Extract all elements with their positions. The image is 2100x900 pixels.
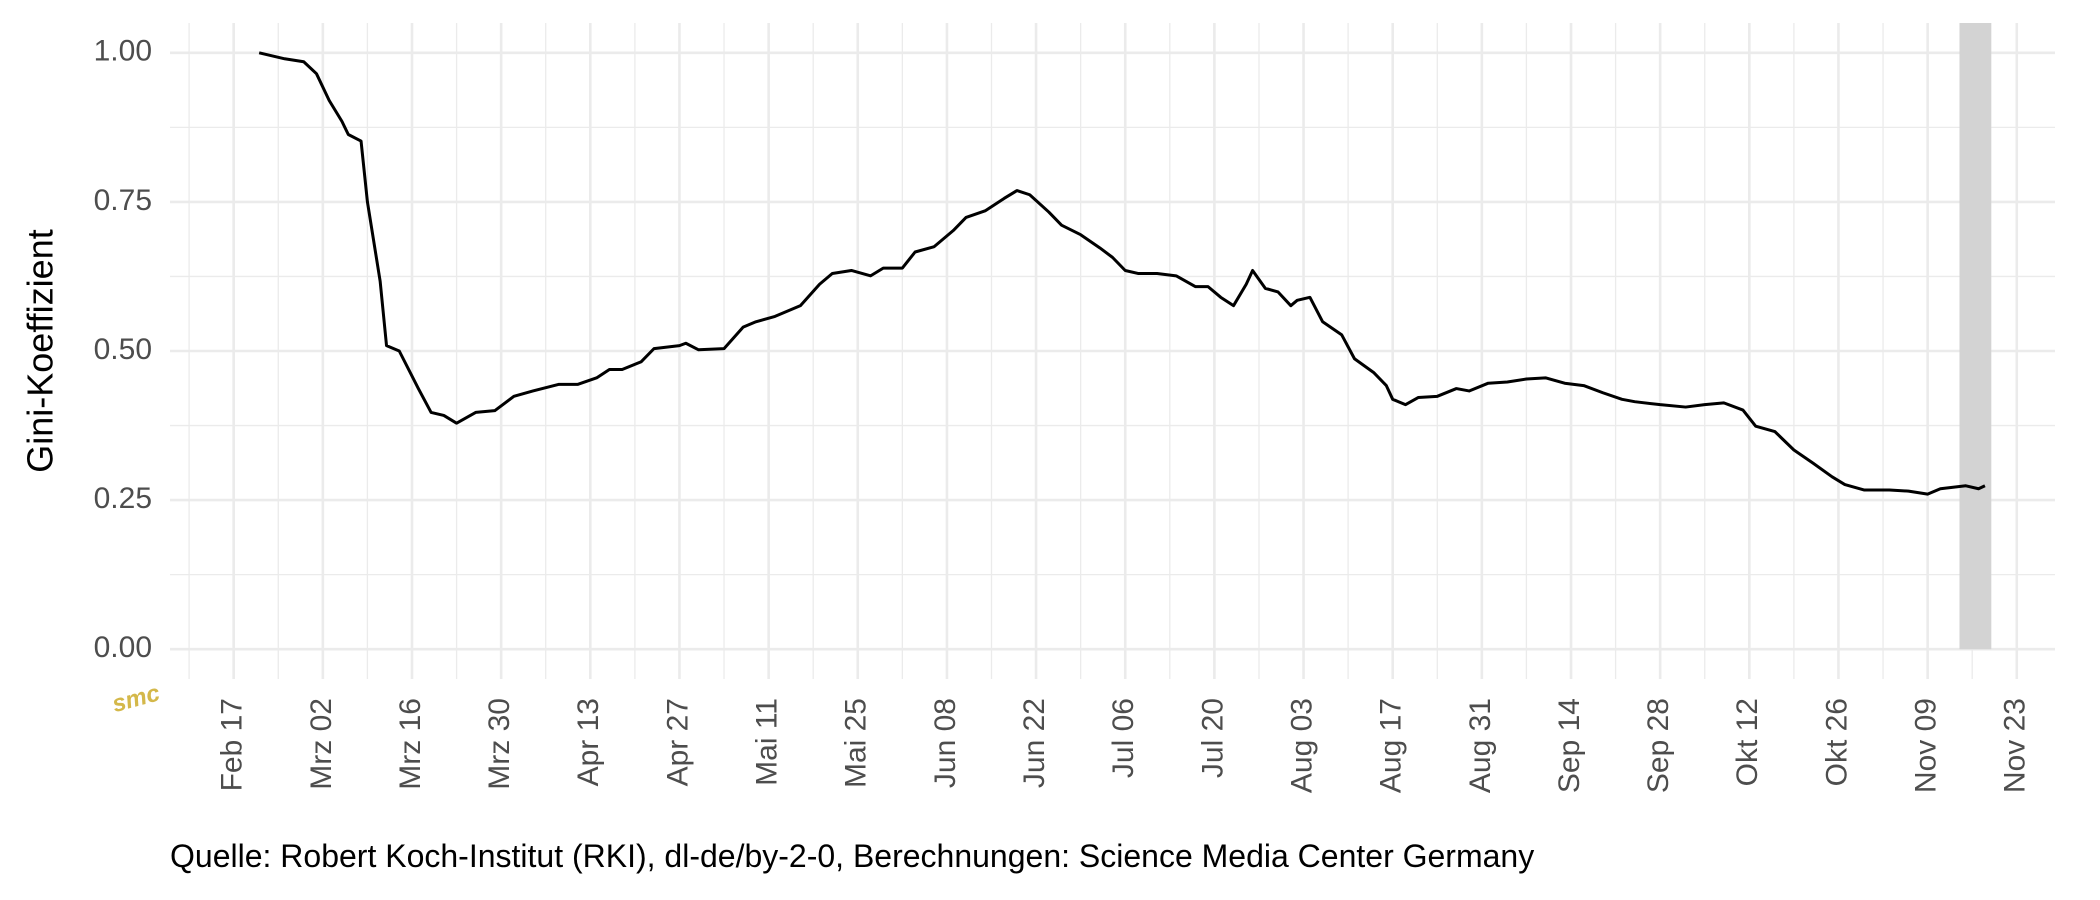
x-tick-label: Sep 28 [1642, 698, 1675, 793]
x-tick-label: Aug 17 [1375, 698, 1408, 793]
x-tick-label: Jun 22 [1018, 698, 1051, 788]
y-tick-label: 0.00 [94, 631, 152, 664]
x-tick-label: Mrz 02 [305, 698, 338, 790]
x-tick-label: Aug 31 [1464, 698, 1497, 793]
x-tick-label: Mrz 16 [394, 698, 427, 790]
y-tick-label: 0.50 [94, 333, 152, 366]
x-tick-label: Nov 09 [1910, 698, 1943, 793]
y-tick-label: 1.00 [94, 35, 152, 68]
x-tick-label: Mai 11 [751, 698, 784, 786]
x-tick-label: Jun 08 [929, 698, 962, 788]
x-tick-label: Jul 20 [1196, 698, 1229, 778]
shaded-range [1959, 23, 1992, 650]
x-tick-label: Jul 06 [1107, 698, 1140, 778]
x-tick-label: Sep 14 [1553, 698, 1586, 793]
grid [170, 23, 2055, 679]
x-tick-label: Okt 26 [1820, 698, 1853, 786]
marks [258, 23, 1992, 650]
x-tick-label: Mrz 30 [483, 698, 516, 790]
x-tick-label: Nov 23 [1999, 698, 2032, 793]
line [258, 51, 1986, 496]
caption: Quelle: Robert Koch-Institut (RKI), dl-d… [170, 838, 1534, 874]
x-tick-label: Apr 13 [572, 698, 605, 786]
logo: smc [109, 679, 162, 718]
x-tick-label: Okt 12 [1731, 698, 1764, 786]
x-tick-label: Apr 27 [661, 698, 694, 786]
labels: 0.00 0.25 0.50 0.75 1.00 Feb 17 Mrz 02 Mrz 16 Mr… [94, 35, 2032, 793]
x-tick-label: Aug 03 [1285, 698, 1318, 793]
x-tick-label: Mai 25 [840, 698, 873, 788]
y-tick-label: 0.75 [94, 184, 152, 217]
y-axis-label: Gini-Koeffizient [20, 229, 61, 472]
y-tick-label: 0.25 [94, 482, 152, 515]
x-tick-label: Feb 17 [216, 698, 249, 791]
